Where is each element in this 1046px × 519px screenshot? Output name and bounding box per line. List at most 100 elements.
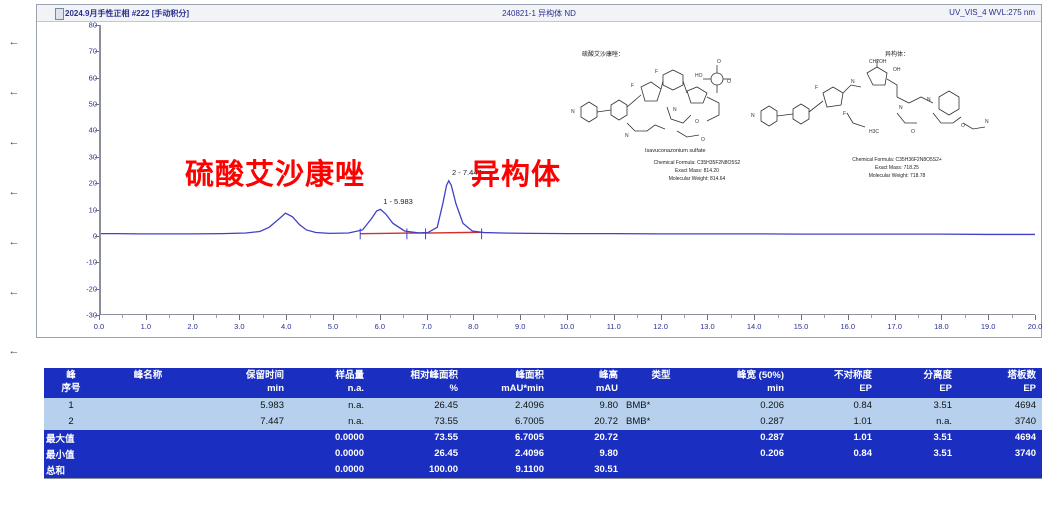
annotation-drug-name: 硫酸艾沙康唑 <box>185 159 366 191</box>
header-line-1: 塔板数 <box>1007 370 1036 381</box>
structure-exactmass-right: Exact Mass: 718.25 <box>875 165 919 171</box>
table-column-header[interactable]: 峰高 mAU <box>550 368 624 398</box>
header-line-2: mAU <box>595 382 618 394</box>
x-axis-tick <box>239 315 241 320</box>
scroll-arrow-left-7[interactable]: ← <box>8 345 20 357</box>
table-column-header[interactable]: 塔板数 EP <box>958 368 1042 398</box>
x-axis-minor-tick <box>309 315 311 318</box>
svg-text:O: O <box>695 119 699 125</box>
header-line-1: 峰高 <box>598 370 618 381</box>
svg-text:N: N <box>851 79 855 85</box>
annotation-isomer: 异构体 <box>471 159 562 191</box>
x-axis-tick <box>613 315 615 320</box>
structure-name-left: Isavuconazonium sulfate <box>645 148 706 154</box>
x-axis-tick <box>1035 315 1036 320</box>
x-axis-tick-label: 17.0 <box>887 322 902 331</box>
results-table: 峰序号 峰名称 保留时间 min 样品量 n.a. 相对峰面积% 峰面积 mAU*min 峰高 m… <box>44 368 1042 478</box>
x-axis-tick-label: 8.0 <box>468 322 479 331</box>
table-summary: 最大值 0.0000 73.55 6.7005 20.72 0.287 1.01 3.51 46… <box>44 429 1042 478</box>
table-cell-idx: 1 <box>44 397 102 414</box>
header-line-2 <box>104 383 192 396</box>
scroll-arrow-left-2[interactable]: ← <box>8 86 20 98</box>
table-cell-res: 3.51 <box>878 397 958 414</box>
header-line-1: 相对峰面积 <box>410 370 458 381</box>
table-column-header[interactable]: 保留时间 min <box>198 368 290 398</box>
scroll-arrow-left-1[interactable]: ← <box>8 36 20 48</box>
table-column-header[interactable]: 峰面积 mAU*min <box>464 368 550 398</box>
table-row[interactable]: 2 7.447 n.a. 73.55 6.7005 20.72 BMB* 0.287 1.01 n… <box>44 413 1042 430</box>
svg-text:HO: HO <box>695 73 703 79</box>
x-axis-tick <box>520 315 522 320</box>
x-axis-minor-tick <box>684 315 685 318</box>
structure-exactmass-left: Exact Mass: 814.20 <box>675 168 719 174</box>
table-column-header[interactable]: 不对称度 EP <box>790 368 878 398</box>
y-axis-tick <box>95 104 99 106</box>
x-axis-tick <box>941 315 943 320</box>
table-column-header[interactable]: 峰名称 <box>102 368 198 398</box>
table-column-header[interactable]: 分离度 EP <box>878 368 958 398</box>
x-axis-tick-label: 6.0 <box>374 322 386 331</box>
table-column-header[interactable]: 峰序号 <box>44 368 102 398</box>
summary-row: 总和 0.0000 100.00 9.1100 30.51 <box>44 461 1042 478</box>
x-axis-tick <box>473 315 475 320</box>
table-body: 1 5.983 n.a. 26.45 2.4096 9.80 BMB* 0.206 0.84 3.… <box>44 397 1042 430</box>
summary-row: 最大值 0.0000 73.55 6.7005 20.72 0.287 1.01 3.51 46… <box>44 429 1042 446</box>
table-cell-name <box>102 397 198 414</box>
plot-area[interactable] <box>99 25 1035 315</box>
x-axis-minor-tick <box>122 315 124 318</box>
header-line-2: 序号 <box>61 382 81 394</box>
summary-cell-res: 3.51 <box>878 445 958 462</box>
scroll-arrow-left-3[interactable]: ← <box>8 136 20 148</box>
y-axis-tick <box>95 235 99 237</box>
table-row[interactable]: 1 5.983 n.a. 26.45 2.4096 9.80 BMB* 0.206 0.84 3.… <box>44 397 1042 414</box>
scroll-arrow-left-6[interactable]: ← <box>8 286 20 298</box>
table-column-header[interactable]: 相对峰面积% <box>370 368 464 398</box>
summary-cell-width <box>702 461 790 478</box>
y-axis-tick-label: -30 <box>86 310 97 320</box>
scroll-arrow-left-5[interactable]: ← <box>8 236 20 248</box>
table-cell-name <box>102 413 198 430</box>
x-axis-minor-tick <box>403 315 405 318</box>
x-axis-minor-tick <box>824 315 826 318</box>
summary-cell-name <box>102 429 198 446</box>
svg-text:N: N <box>751 113 755 119</box>
summary-cell-amount: 0.0000 <box>290 445 370 462</box>
x-axis-tick-label: 20.0 <box>1027 322 1043 331</box>
scroll-arrow-left-4[interactable]: ← <box>8 186 20 198</box>
svg-text:F: F <box>655 69 658 75</box>
table-column-header[interactable]: 峰宽 (50%) min <box>702 368 790 398</box>
y-axis-tick <box>95 25 99 26</box>
summary-cell-rel_area: 73.55 <box>370 429 464 446</box>
summary-cell-rel_area: 26.45 <box>370 445 464 462</box>
summary-cell-type <box>624 445 702 462</box>
header-line-2: EP <box>859 382 872 394</box>
x-axis-tick <box>847 315 849 320</box>
x-axis-minor-tick <box>637 315 639 318</box>
x-axis-minor-tick <box>730 315 732 318</box>
svg-text:F: F <box>843 111 846 117</box>
table-cell-area: 6.7005 <box>464 413 550 430</box>
structure-molweight-right: Molecular Weight: 718.78 <box>868 173 926 179</box>
x-axis-tick-label: 7.0 <box>421 322 432 331</box>
peak-boundary-markers <box>359 228 483 240</box>
structure-caption-right: 异构体： <box>885 52 910 58</box>
header-line-2 <box>626 383 696 396</box>
table-column-header[interactable]: 样品量 n.a. <box>290 368 370 398</box>
x-axis-tick-label: 14.0 <box>746 322 762 331</box>
x-axis-tick-label: 1.0 <box>140 322 152 331</box>
table-column-header[interactable]: 类型 <box>624 368 702 398</box>
x-axis-tick-label: 13.0 <box>700 322 715 331</box>
header-line-1: 峰 <box>66 370 76 381</box>
svg-text:OH: OH <box>893 67 901 73</box>
y-axis-tick <box>95 156 99 158</box>
y-axis-tick <box>95 77 99 79</box>
svg-text:F: F <box>631 83 634 89</box>
x-axis-minor-tick <box>262 315 264 318</box>
header-line-1: 峰宽 (50%) <box>737 370 784 381</box>
x-axis-tick <box>567 315 568 320</box>
x-axis-minor-tick <box>1011 315 1013 318</box>
header-line-2: min <box>267 382 284 394</box>
y-axis-tick <box>95 288 99 290</box>
table-cell-rt: 5.983 <box>198 397 290 414</box>
x-axis-tick-label: 11.0 <box>606 322 621 331</box>
